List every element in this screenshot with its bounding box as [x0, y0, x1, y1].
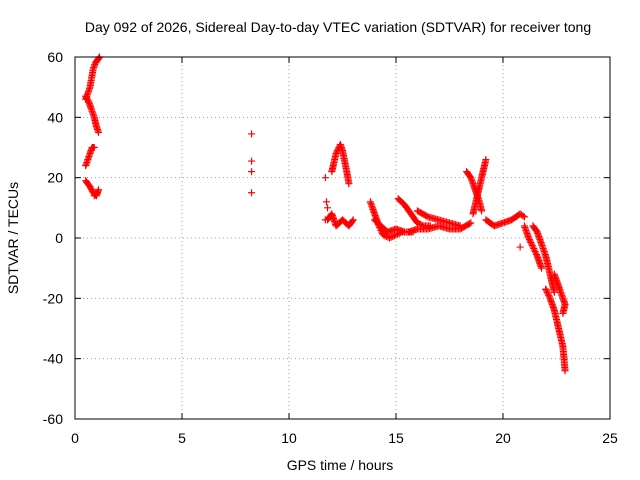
data-point — [390, 232, 398, 240]
data-point — [84, 97, 92, 105]
data-point — [332, 150, 340, 158]
data-point — [95, 186, 103, 194]
data-point — [95, 54, 103, 62]
data-point — [559, 309, 567, 317]
data-point — [87, 184, 95, 192]
data-point — [482, 156, 490, 164]
data-point — [525, 236, 533, 244]
data-point — [86, 183, 94, 191]
data-point — [544, 290, 552, 298]
data-point — [90, 144, 98, 151]
data-point — [83, 94, 91, 102]
y-axis-label: SDTVAR / TECUs — [5, 182, 21, 294]
data-point — [519, 212, 527, 220]
x-tick-label: 0 — [71, 430, 79, 446]
data-point — [348, 217, 356, 225]
data-point — [413, 219, 421, 227]
y-tick-label: 0 — [55, 230, 63, 246]
data-point — [93, 189, 101, 197]
data-point — [530, 245, 538, 253]
y-tick-label: -60 — [43, 411, 63, 427]
data-point — [542, 285, 550, 293]
data-point — [392, 231, 400, 239]
y-tick-label: 20 — [47, 170, 63, 186]
data-point — [248, 168, 256, 176]
data-point — [550, 288, 558, 296]
data-point — [345, 180, 353, 188]
data-point — [545, 293, 553, 301]
data-point — [379, 231, 387, 239]
data-point — [520, 213, 528, 221]
data-point — [324, 204, 332, 212]
data-point — [466, 220, 474, 228]
tick-labels: 0 5 10 15 20 25 -60 -40 -20 0 20 40 60 — [43, 49, 618, 446]
data-point — [349, 216, 357, 224]
data-point — [528, 242, 536, 250]
axis-ticks — [74, 56, 611, 420]
data-point — [478, 207, 486, 215]
x-tick-label: 5 — [178, 430, 186, 446]
data-point — [528, 240, 536, 248]
data-point — [82, 92, 90, 100]
data-point — [516, 243, 524, 251]
x-tick-label: 15 — [388, 430, 404, 446]
x-tick-label: 20 — [495, 430, 511, 446]
data-point — [533, 251, 541, 259]
x-tick-label: 10 — [281, 430, 297, 446]
data-point — [333, 148, 341, 156]
data-point — [389, 232, 397, 240]
data-point — [88, 186, 96, 194]
data-point — [456, 222, 464, 230]
data-point — [529, 243, 537, 251]
y-tick-label: -20 — [43, 290, 63, 306]
data-point — [95, 128, 103, 136]
data-point — [387, 233, 395, 241]
data-point — [322, 198, 330, 206]
data-point — [545, 291, 553, 299]
data-points — [82, 53, 569, 375]
data-point — [526, 237, 534, 245]
data-point — [532, 249, 540, 257]
data-point — [248, 189, 256, 197]
data-point — [530, 246, 538, 254]
data-point — [83, 95, 91, 103]
data-point — [321, 216, 329, 224]
data-point — [543, 288, 551, 296]
data-point — [467, 219, 475, 227]
y-tick-label: 60 — [47, 49, 63, 65]
data-point — [321, 174, 329, 182]
data-point — [248, 157, 256, 165]
x-tick-label: 25 — [602, 430, 618, 446]
data-point — [92, 190, 100, 198]
y-tick-label: 40 — [47, 109, 63, 125]
data-point — [386, 234, 394, 242]
data-point — [543, 287, 551, 295]
x-axis-label: GPS time / hours — [287, 457, 394, 473]
chart-title: Day 092 of 2026, Sidereal Day-to-day VTE… — [85, 19, 591, 35]
data-point — [531, 248, 539, 256]
data-point — [525, 234, 533, 242]
y-tick-label: -40 — [43, 351, 63, 367]
data-point — [561, 367, 569, 375]
data-point — [527, 239, 535, 247]
data-point — [538, 264, 546, 272]
data-point — [248, 130, 256, 138]
